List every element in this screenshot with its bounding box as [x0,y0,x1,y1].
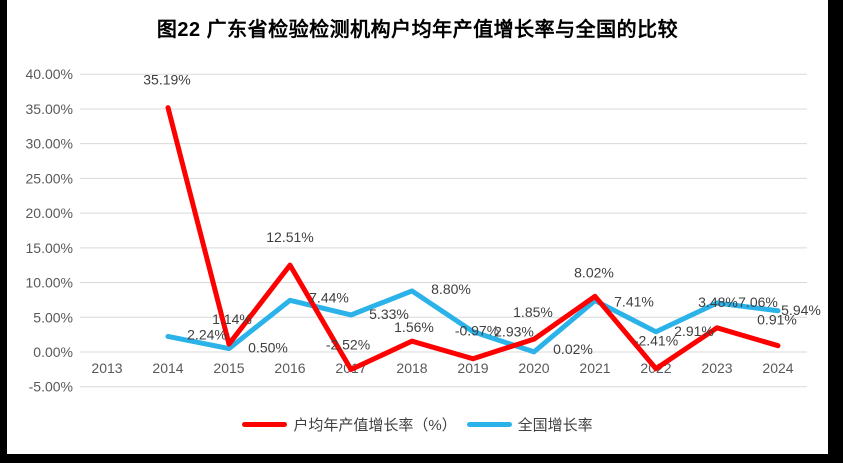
x-axis-tick-label: 2019 [457,360,488,376]
y-axis-tick-label: 25.00% [26,170,73,186]
data-point-label: -2.41% [634,333,678,349]
series-line-national [165,288,781,355]
data-point-label: 2.24% [187,326,227,342]
data-point-label: 7.44% [309,289,349,305]
y-axis-tick-label: 20.00% [26,205,73,221]
data-point-label: 0.91% [757,312,797,328]
series-labels-guangdong: 35.19% 1.14% 12.51% -2.52% 1.56% -0.97% 1.85% 8… [143,72,797,353]
series-line-guangdong [165,105,781,372]
y-axis-tick-label: 30.00% [26,136,73,152]
x-axis-tick-label: 2013 [91,360,122,376]
x-axis-tick-label: 2021 [579,360,610,376]
data-point-label: 35.19% [143,72,190,88]
scan-border-right [828,0,843,463]
data-point-label: -2.52% [326,336,370,352]
chart-legend: 户均年产值增长率（%） 全国增长率 [7,413,828,435]
y-axis-tick-label: 5.00% [33,309,73,325]
y-axis-tick-label: 35.00% [26,101,73,117]
data-point-label: 5.94% [781,302,821,318]
data-point-label: 8.80% [431,281,471,297]
data-point-label: 1.85% [513,304,553,320]
y-axis-tick-label: 40.00% [26,66,73,82]
data-point-label: 7.41% [614,294,654,310]
data-point-label: 7.06% [738,294,778,310]
data-point-label: 1.14% [212,311,252,327]
y-axis-tick-label: -5.00% [29,379,73,395]
legend-item-national: 全国增长率 [466,414,593,435]
data-point-label: -0.97% [455,323,499,339]
data-point-label: 1.56% [394,319,434,335]
legend-item-guangdong: 户均年产值增长率（%） [242,414,457,435]
data-point-label: 2.93% [494,324,534,340]
x-axis-tick-label: 2016 [274,360,305,376]
chart-title: 图22 广东省检验检测机构户均年产值增长率与全国的比较 [156,19,679,41]
legend-swatch-guangdong-icon [242,421,288,427]
y-axis-tick-label: 0.00% [33,344,73,360]
scan-border-bottom [0,454,843,463]
data-point-label: 0.02% [553,341,593,357]
data-point-label: 8.02% [574,264,614,280]
x-axis-tick-labels: 2013 2014 2015 2016 2017 2018 2019 2020 2021 2022… [91,360,793,376]
legend-label-guangdong: 户均年产值增长率（%） [293,416,457,434]
data-point-label: 12.51% [266,229,313,245]
x-axis-tick-label: 2018 [396,360,427,376]
data-point-label: 2.91% [674,323,714,339]
x-axis-tick-label: 2015 [213,360,244,376]
data-point-label: 5.33% [369,306,409,322]
y-axis-tick-label: 10.00% [26,275,73,291]
scan-border-left [0,0,7,463]
series-labels-national: 2.24% 0.50% 7.44% 5.33% 8.80% 2.93% 0.02% 7.41%… [187,281,821,357]
data-point-label: 3.48% [698,294,738,310]
legend-swatch-national-icon [466,421,512,427]
data-point-label: 0.50% [248,340,288,356]
x-axis-tick-label: 2014 [152,360,183,376]
y-axis-tick-label: 15.00% [26,240,73,256]
x-axis-tick-label: 2020 [518,360,549,376]
legend-label-national: 全国增长率 [517,416,593,434]
y-axis-tick-labels: 40.00% 35.00% 30.00% 25.00% 20.00% 15.00% 10.0… [26,66,73,394]
x-axis-tick-label: 2023 [701,360,732,376]
x-axis-tick-label: 2024 [762,360,793,376]
